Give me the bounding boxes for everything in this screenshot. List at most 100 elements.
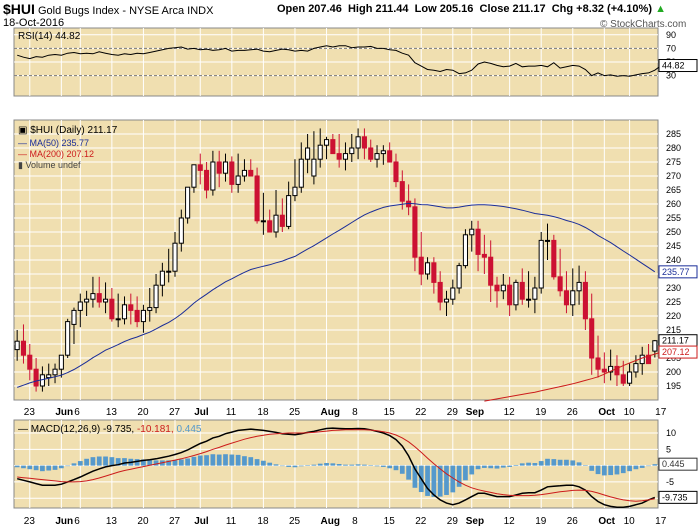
candle-body: [298, 158, 304, 188]
candle-body: [475, 228, 481, 255]
macd-signal-line: [17, 429, 655, 502]
candle-body: [267, 220, 273, 233]
macd-histogram-bar: [115, 458, 121, 466]
low-value: 205.16: [439, 3, 474, 15]
macd-histogram-bar: [286, 465, 292, 467]
y-tick-label: 260: [666, 199, 681, 209]
candle-body: [279, 214, 285, 227]
macd-histogram-bar: [71, 463, 77, 466]
candle-body: [90, 293, 96, 300]
rsi-current-label-box: [658, 59, 698, 73]
x-axis-label: 29: [447, 516, 459, 527]
ma200-legend: — MA(200) 207.12: [18, 149, 94, 159]
index-name: Gold Bugs Index - NYSE Arca: [37, 5, 185, 17]
macd-histogram-bar: [576, 462, 582, 466]
candle-body: [374, 153, 380, 160]
macd-histogram-bar: [639, 465, 645, 468]
candle-body: [115, 318, 121, 321]
macd-histogram-bar: [601, 465, 607, 476]
candle-body: [317, 144, 323, 160]
candle-body: [601, 368, 607, 373]
ohlc-summary: Open 207.46 High 211.44 Low 205.16 Close…: [277, 3, 666, 15]
candle-body: [229, 161, 235, 185]
candle-body: [273, 214, 279, 233]
candle-body: [286, 195, 292, 227]
x-axis-label: Sep: [466, 407, 484, 418]
chg-value: +8.32 (+4.10%): [576, 3, 652, 15]
candle-body: [627, 371, 633, 384]
macd-histogram-bar: [380, 465, 386, 467]
candle-body: [210, 161, 216, 191]
close-value: 211.17: [512, 3, 546, 15]
y-tick-label: 275: [666, 157, 681, 167]
chart-date: 18-Oct-2016: [3, 17, 65, 29]
candle-body: [102, 298, 109, 303]
candle-body: [368, 147, 374, 160]
y-tick-label: 90: [666, 30, 676, 40]
candle-body: [595, 357, 601, 370]
x-axis-label: 27: [169, 407, 181, 418]
close-label: Close: [479, 3, 510, 15]
macd-histogram-bar: [324, 463, 329, 466]
y-tick-label: 280: [666, 143, 681, 153]
x-axis-label: 8: [352, 516, 358, 527]
macd-current-label: -9.735: [662, 492, 688, 502]
macd-histogram-bar: [147, 460, 153, 466]
rsi-line: [17, 45, 662, 77]
candle-body: [551, 239, 557, 278]
candle-body: [65, 321, 71, 356]
macd-histogram-bar: [551, 459, 557, 466]
x-axis-label: 29: [447, 407, 459, 418]
candle-body: [582, 281, 588, 320]
candle-body: [178, 217, 184, 244]
macd-histogram-bar: [608, 465, 614, 476]
x-axis-label: Oct: [598, 407, 615, 418]
ma50-current-label: 235.77: [662, 267, 690, 277]
candle-body: [652, 340, 658, 352]
y-tick-label: 200: [666, 367, 681, 377]
x-axis-label: 17: [655, 407, 667, 418]
candle-body: [147, 307, 153, 311]
candle-body: [33, 368, 39, 387]
candle-body: [323, 139, 330, 146]
candle-body: [424, 262, 431, 275]
y-tick-label: 255: [666, 213, 681, 223]
x-axis-label: 18: [257, 407, 269, 418]
candle-body: [557, 276, 563, 292]
candle-body: [633, 363, 639, 373]
candle-body: [159, 270, 165, 286]
candle-body: [204, 169, 210, 191]
ma200-current-label-box: [658, 345, 698, 359]
candle-body: [121, 304, 128, 320]
candle-body: [494, 284, 500, 292]
candle-body: [52, 368, 58, 376]
candle-body: [513, 281, 519, 306]
macd-histogram-bar: [652, 464, 658, 466]
candle-body: [393, 161, 399, 183]
ma50-line: [17, 202, 656, 388]
macd-histogram-bar: [406, 465, 411, 480]
candle-body: [608, 365, 614, 373]
macd-histogram-bar: [627, 465, 632, 472]
macd-histogram-bar: [620, 465, 626, 474]
macd-histogram-bar: [77, 461, 83, 466]
macd-histogram-bar: [482, 465, 487, 468]
candle-body: [96, 293, 102, 303]
macd-histogram-bar: [216, 454, 222, 466]
macd-histogram-bar: [305, 465, 310, 466]
x-axis-label: Aug: [321, 407, 340, 418]
y-tick-label: 220: [666, 311, 681, 321]
candle-body: [538, 239, 544, 289]
macd-histogram-bar: [545, 458, 550, 466]
x-axis-label: Sep: [466, 516, 484, 527]
volume-legend: ▮ Volume undef: [18, 160, 81, 170]
macd-histogram-bar: [248, 457, 254, 466]
candle-body: [380, 150, 386, 155]
macd-histogram-bar: [570, 460, 576, 466]
candle-body: [216, 161, 222, 174]
candle-body: [342, 153, 349, 160]
close-current-label: 211.17: [662, 336, 689, 346]
x-axis-label: 6: [74, 516, 80, 527]
candle-body: [235, 175, 241, 185]
macd-histogram-bar: [33, 465, 39, 471]
